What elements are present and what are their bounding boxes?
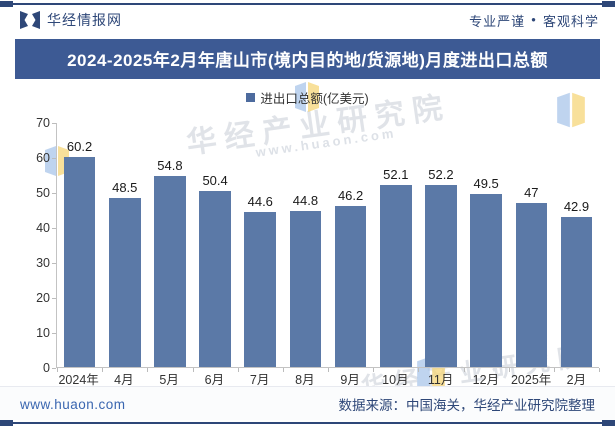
bar-value-label: 42.9 [563, 199, 590, 215]
website-link[interactable]: www.huaon.com [20, 396, 126, 412]
bar [199, 191, 231, 367]
y-axis-tick-label: 50 [36, 186, 50, 200]
x-axis-tick [102, 368, 104, 372]
y-axis-tick [52, 122, 56, 124]
bar-column: 44.6 [238, 123, 283, 367]
bar-value-label: 60.2 [66, 139, 93, 155]
x-axis-category-label: 12月 [472, 373, 500, 387]
bar-column: 48.5 [102, 123, 147, 367]
y-axis-tick [52, 367, 56, 369]
x-axis-category-label: 2月 [566, 373, 587, 387]
x-axis-tick [599, 368, 600, 372]
header-slogan: 专业严谨 ● 客观科学 [469, 11, 599, 30]
brand-name: 华经情报网 [47, 12, 122, 28]
brand: 华经情报网 [20, 10, 122, 30]
bar-column: 52.2 [418, 123, 463, 367]
y-axis-tick-label: 70 [36, 116, 50, 130]
bar [470, 194, 502, 367]
bar-value-label: 52.2 [428, 167, 454, 183]
x-axis-tick [282, 368, 284, 372]
y-axis-tick [52, 262, 56, 264]
bar-value-label: 48.5 [112, 179, 138, 195]
y-axis-tick [52, 157, 56, 159]
footer: www.huaon.com 数据来源：中国海关，华经产业研究院整理 [0, 386, 615, 420]
bar [515, 203, 548, 367]
x-axis-tick [463, 368, 465, 372]
bar-value-label: 52.1 [383, 167, 409, 183]
x-axis-category-label: 10月 [382, 373, 409, 387]
bar-value-label: 44.8 [292, 192, 319, 208]
slogan-right: 客观科学 [542, 13, 599, 29]
bar [154, 175, 186, 367]
x-axis-tick [553, 368, 555, 372]
x-axis-category-label: 5月 [159, 373, 179, 387]
bar [334, 205, 367, 367]
bar-value-label: 44.6 [247, 193, 273, 209]
x-axis-tick [373, 368, 375, 372]
slogan-left: 专业严谨 [469, 13, 526, 29]
bar-value-label: 47 [524, 185, 539, 201]
bar [425, 185, 457, 367]
x-axis-tick [192, 368, 194, 372]
data-source-note: 数据来源：中国海关，华经产业研究院整理 [338, 398, 596, 413]
x-axis-tick [328, 368, 329, 372]
bar [289, 210, 322, 367]
x-axis-category-label: 9月 [340, 373, 360, 387]
header: 华经情报网 专业严谨 ● 客观科学 [0, 0, 615, 34]
x-axis-tick [147, 368, 149, 372]
y-axis-tick-label: 40 [36, 221, 50, 236]
y-axis-tick-label: 60 [36, 151, 50, 165]
chart-title: 2024-2025年2月年唐山市(境内目的地/货源地)月度进出口总额 [15, 39, 600, 79]
x-axis-tick [508, 368, 510, 372]
slogan-dot-icon: ● [531, 15, 537, 24]
y-axis-tick-label: 30 [36, 256, 50, 270]
y-axis-tick-label: 0 [43, 361, 50, 375]
legend: 进出口总额(亿美元) [0, 88, 615, 107]
bar-value-label: 54.8 [157, 157, 183, 173]
y-axis-tick-label: 20 [36, 291, 50, 306]
bar-value-label: 46.2 [337, 187, 364, 203]
bar-column: 42.9 [554, 123, 599, 367]
x-axis-category-label: 7月 [249, 373, 270, 387]
y-axis-tick [52, 192, 56, 194]
legend-marker-icon [246, 93, 256, 102]
y-axis-tick-label: 10 [36, 326, 50, 341]
legend-label: 进出口总额(亿美元) [260, 92, 369, 106]
x-axis-category-label: 8月 [295, 373, 315, 387]
bottom-accent-rule [0, 420, 615, 426]
huajing-logo-icon [20, 11, 40, 29]
x-axis-category-label: 4月 [114, 373, 134, 387]
y-axis-tick [52, 227, 56, 229]
y-axis-tick [52, 332, 56, 334]
bar [63, 157, 96, 367]
bar-value-label: 50.4 [202, 173, 228, 189]
bar-column: 54.8 [147, 123, 192, 367]
bar-chart: 60.2 48.5 54.8 50.4 44.6 44.8 46.2 52.1 52.2 49.5… [12, 116, 601, 375]
bar [379, 185, 412, 367]
x-axis-category-label: 6月 [204, 373, 225, 387]
y-axis-tick [52, 297, 56, 299]
bar-column: 50.4 [193, 123, 238, 367]
bar [244, 211, 277, 367]
bar-column: 46.2 [328, 123, 373, 367]
top-accent-rule [0, 1, 615, 7]
bar [108, 197, 141, 367]
bar-column: 52.1 [373, 123, 418, 367]
x-axis-tick [237, 368, 239, 372]
bar-column: 49.5 [464, 123, 509, 367]
bar-column: 60.2 [57, 123, 102, 367]
bar-column: 47 [509, 123, 554, 367]
bar-value-label: 49.5 [473, 176, 499, 192]
plot-area: 60.2 48.5 54.8 50.4 44.6 44.8 46.2 52.1 52.2 49.5… [56, 123, 600, 372]
x-axis-tick [57, 368, 58, 372]
bar-column: 44.8 [283, 123, 328, 367]
bar [560, 217, 593, 367]
